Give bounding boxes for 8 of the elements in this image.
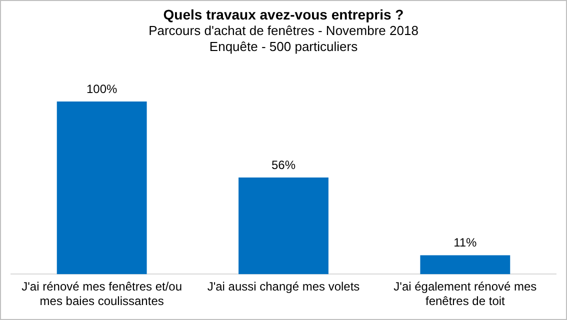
x-tick-label: J'ai aussi changé mes volets — [207, 280, 360, 294]
data-label: 56% — [271, 158, 296, 172]
data-label: 100% — [86, 82, 118, 96]
chart-subtitle: Parcours d'achat de fenêtres - Novembre 2018 Enquête - 500 particuliers — [148, 23, 418, 54]
x-tick-label: J'ai rénové mes fenêtres et/ou mes baies coulissantes — [22, 280, 182, 308]
x-tick-label: J'ai également rénové mes fenêtres de toit — [394, 280, 537, 308]
chart-title: Quels travaux avez-vous entrepris ? — [163, 6, 404, 22]
data-label: 11% — [454, 236, 478, 250]
